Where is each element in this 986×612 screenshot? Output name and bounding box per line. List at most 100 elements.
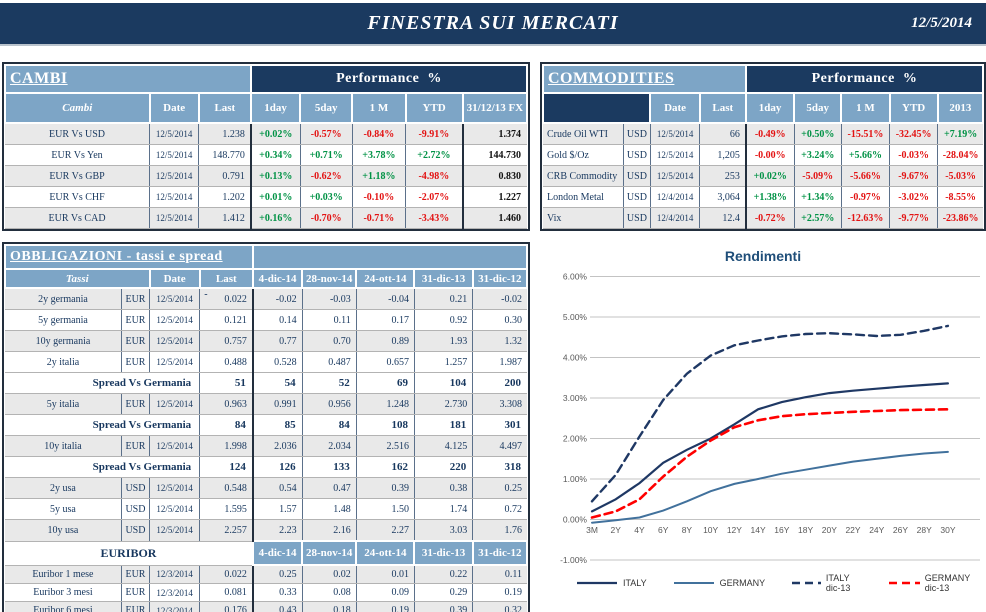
- col-header: Tassi: [4, 268, 151, 289]
- spread-value: 104: [414, 372, 474, 394]
- bond-name: 5y germania: [5, 309, 122, 331]
- date-cell: 12/5/2014: [149, 498, 201, 520]
- col-header: Last: [197, 92, 252, 124]
- col-header: YTD: [888, 92, 939, 124]
- rate-value: 0.29: [414, 583, 474, 602]
- last-value: 3,064: [699, 186, 747, 208]
- currency-cell: EUR: [121, 435, 151, 457]
- rate-value: 4.125: [414, 435, 474, 457]
- x-axis-label: 22Y: [845, 525, 860, 535]
- perf-value: -5.03%: [937, 165, 983, 187]
- rate-value: 0.11: [302, 309, 357, 331]
- legend-line-sample: [792, 581, 821, 585]
- rate-value: 0.70: [302, 330, 357, 352]
- last-value: 0.488: [199, 351, 254, 373]
- rate-value: 0.92: [414, 309, 474, 331]
- perf-value: -3.43%: [405, 207, 464, 229]
- rate-value: 2.16: [302, 519, 357, 542]
- perf-value: +0.71%: [300, 144, 353, 166]
- legend-line-sample: [888, 581, 920, 585]
- rate-value: 0.528: [251, 351, 303, 373]
- series-line-germany-dic-13: [590, 408, 950, 519]
- rate-value: 0.39: [356, 477, 415, 499]
- rate-value: 0.19: [472, 583, 527, 602]
- rate-value: 0.32: [472, 601, 527, 612]
- date-cell: 12/5/2014: [650, 123, 701, 145]
- fx-value: 144.730: [461, 144, 527, 166]
- spread-last: 124: [199, 456, 254, 478]
- date-col-header: 4-dic-14: [251, 268, 304, 289]
- spread-value: 200: [472, 372, 527, 394]
- perf-value: -28.04%: [937, 144, 983, 166]
- table-row: Euribor 1 mese EUR 12/3/2014 0.022 0.25 0.02 0…: [5, 565, 527, 584]
- spread-value: 162: [356, 456, 415, 478]
- rate-value: 0.01: [356, 565, 415, 584]
- perf-value: +3.24%: [794, 144, 842, 166]
- legend-label: ITALY dic-13: [825, 573, 851, 593]
- rate-value: 0.33: [251, 583, 303, 602]
- col-header: Cambi: [4, 92, 151, 124]
- perf-value: -32.45%: [889, 123, 939, 145]
- rate-value: 0.21: [414, 288, 474, 310]
- last-value: 66: [699, 123, 747, 145]
- perf-value: -12.63%: [841, 207, 891, 229]
- x-axis-label: 16Y: [774, 525, 789, 535]
- col-header: Date: [148, 92, 200, 124]
- legend-line-sample: [576, 581, 617, 585]
- rate-value: 0.08: [302, 583, 357, 602]
- table-row: EURIBOR 4-dic-14 28-nov-14 24-ott-14 31-dic-…: [5, 540, 529, 566]
- date-cell: 12/5/2014: [149, 435, 201, 457]
- date-cell: 12/4/2014: [650, 186, 701, 208]
- perf-value: -5.09%: [794, 165, 842, 187]
- spread-label: Spread Vs Germania: [5, 372, 201, 394]
- chart-legend: ITALY GERMANY ITALY dic-13 GERMANY dic-13: [576, 573, 976, 593]
- legend-item: GERMANY: [673, 578, 765, 588]
- pair-name: EUR Vs CAD: [5, 207, 151, 229]
- perf-value: +1.18%: [352, 165, 407, 187]
- perf-value: -23.86%: [937, 207, 983, 229]
- last-value-text: 2.257: [224, 524, 247, 536]
- table-row: EUR Vs CAD 12/5/2014 1.412 +0.16% -0.70% -0.7…: [5, 207, 527, 229]
- perf-value: -15.51%: [841, 123, 891, 145]
- fx-value: 1.374: [461, 123, 527, 145]
- section-title-text: COMMODITIES: [548, 70, 675, 87]
- last-value: 0.548: [199, 477, 254, 499]
- last-value-text: 1.998: [224, 440, 247, 452]
- date-col-header: 31-dic-13: [413, 268, 474, 289]
- y-axis-label: 2.00%: [563, 434, 588, 444]
- fx-value: 0.830: [461, 165, 527, 187]
- last-value-text: 0.022: [224, 293, 247, 305]
- x-axis-label: 4Y: [634, 525, 645, 535]
- y-axis-label: 3.00%: [563, 393, 588, 403]
- perf-value: +1.34%: [794, 186, 842, 208]
- last-value: 253: [699, 165, 747, 187]
- rate-value: 2.730: [414, 393, 474, 415]
- date-col-header: 31-dic-12: [471, 268, 529, 289]
- date-cell: 12/5/2014: [149, 393, 201, 415]
- spread-value: 126: [251, 456, 303, 478]
- rate-value: 0.30: [472, 309, 527, 331]
- table-row: Vix USD 12/4/2014 12.4 -0.72% +2.57% -12.63% -9…: [543, 207, 983, 229]
- spread-last: 51: [199, 372, 254, 394]
- table-row: London Metal USD 12/4/2014 3,064 +1.38% +1.34…: [543, 186, 983, 208]
- yield-curve-plot: 6.00% 5.00% 4.00% 3.00% 2.00% 1.00% 0.00% -1.00…: [560, 272, 980, 565]
- table-row: Date Last 1day 5day 1 M YTD 2013: [541, 92, 985, 124]
- spread-value: 318: [472, 456, 527, 478]
- rate-value: 0.43: [251, 601, 303, 612]
- currency-cell: USD: [121, 498, 151, 520]
- date-col-header: 24-ott-14: [355, 540, 416, 566]
- series-line-italy-dic-13: [590, 324, 950, 503]
- obbligazioni-table: OBBLIGAZIONI - tassi e spread Tassi Date La…: [2, 242, 530, 612]
- col-header: Date: [148, 268, 201, 289]
- spread-label: Spread Vs Germania: [5, 456, 201, 478]
- perf-value: +0.02%: [744, 165, 795, 187]
- bond-name: 2y italia: [5, 351, 122, 373]
- table-row: Tassi Date Last 4-dic-14 28-nov-14 24-ott-14 3…: [4, 268, 529, 289]
- spread-value: 301: [472, 414, 527, 436]
- perf-value: -0.72%: [744, 207, 795, 229]
- currency-cell: EUR: [121, 583, 151, 602]
- rate-value: 0.487: [302, 351, 357, 373]
- rate-value: 0.39: [414, 601, 474, 612]
- rate-value: 2.27: [356, 519, 415, 542]
